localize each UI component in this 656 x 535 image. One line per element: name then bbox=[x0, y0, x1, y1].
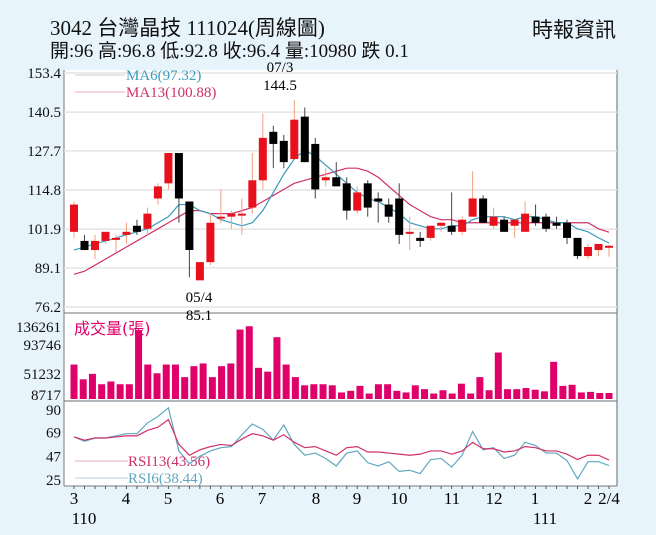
volume-title: 成交量(張) bbox=[74, 319, 151, 338]
svg-text:成交量(張): 成交量(張) bbox=[74, 319, 151, 338]
svg-text:89.1: 89.1 bbox=[35, 261, 61, 277]
chart-title: 3042 台灣晶技 111024(周線圖) bbox=[50, 16, 325, 40]
svg-text:12: 12 bbox=[486, 489, 503, 508]
svg-text:47: 47 bbox=[46, 449, 62, 465]
price-panel bbox=[64, 70, 617, 313]
svg-text:153.4: 153.4 bbox=[27, 66, 61, 82]
svg-text:11: 11 bbox=[444, 489, 460, 508]
svg-text:101.9: 101.9 bbox=[27, 222, 61, 238]
svg-text:110: 110 bbox=[72, 509, 97, 528]
svg-text:9: 9 bbox=[353, 489, 362, 508]
rsi-lines bbox=[73, 406, 610, 481]
svg-text:8: 8 bbox=[312, 489, 321, 508]
volume-bars bbox=[70, 326, 613, 399]
ohlc-summary: 開:96 高:96.8 低:92.8 收:96.4 量:10980 跌 0.1 bbox=[50, 41, 409, 62]
ma6-line bbox=[73, 149, 610, 251]
svg-text:MA13(100.88): MA13(100.88) bbox=[126, 85, 216, 101]
svg-text:76.2: 76.2 bbox=[35, 300, 61, 316]
ma13-line bbox=[73, 167, 610, 275]
svg-text:111: 111 bbox=[533, 509, 557, 528]
svg-text:8717: 8717 bbox=[31, 388, 62, 404]
svg-text:2/4: 2/4 bbox=[598, 489, 620, 508]
svg-text:51232: 51232 bbox=[24, 367, 62, 383]
svg-text:7: 7 bbox=[258, 489, 267, 508]
svg-text:114.8: 114.8 bbox=[28, 183, 61, 199]
price-annotations: 07/3 144.5 05/4 85.1 bbox=[186, 60, 297, 324]
price-axis: 153.4 140.5 127.7 114.8 101.9 89.1 76.2 bbox=[27, 66, 61, 316]
svg-text:RSI6(38.44): RSI6(38.44) bbox=[128, 471, 203, 487]
rsi-axis: 90 69 47 25 bbox=[46, 403, 62, 489]
svg-text:144.5: 144.5 bbox=[263, 78, 297, 94]
svg-text:2: 2 bbox=[584, 489, 593, 508]
rsi-legend: RSI13(43.56)RSI6(38.44) bbox=[75, 454, 210, 487]
svg-text:10: 10 bbox=[391, 489, 408, 508]
svg-text:5: 5 bbox=[164, 489, 173, 508]
svg-text:69: 69 bbox=[46, 426, 61, 442]
svg-text:05/4: 05/4 bbox=[186, 290, 213, 306]
svg-text:RSI13(43.56): RSI13(43.56) bbox=[128, 454, 210, 470]
svg-text:140.5: 140.5 bbox=[27, 105, 61, 121]
svg-text:4: 4 bbox=[122, 489, 131, 508]
price-legend: MA6(97.32)MA13(100.88) bbox=[75, 68, 216, 101]
svg-text:93746: 93746 bbox=[24, 338, 62, 354]
svg-text:127.7: 127.7 bbox=[27, 144, 61, 160]
svg-text:3: 3 bbox=[70, 489, 79, 508]
svg-text:1: 1 bbox=[531, 489, 540, 508]
svg-text:25: 25 bbox=[46, 473, 61, 489]
svg-text:90: 90 bbox=[46, 403, 61, 419]
source-label: 時報資訊 bbox=[532, 18, 616, 42]
candlesticks bbox=[70, 99, 613, 281]
svg-text:6: 6 bbox=[216, 489, 225, 508]
rsi-panel bbox=[64, 402, 617, 486]
svg-text:07/3: 07/3 bbox=[267, 60, 294, 76]
svg-text:MA6(97.32): MA6(97.32) bbox=[126, 68, 201, 84]
svg-text:85.1: 85.1 bbox=[186, 308, 212, 324]
svg-text:136261: 136261 bbox=[16, 320, 61, 336]
volume-axis: 136261 93746 51232 8717 bbox=[16, 320, 62, 404]
